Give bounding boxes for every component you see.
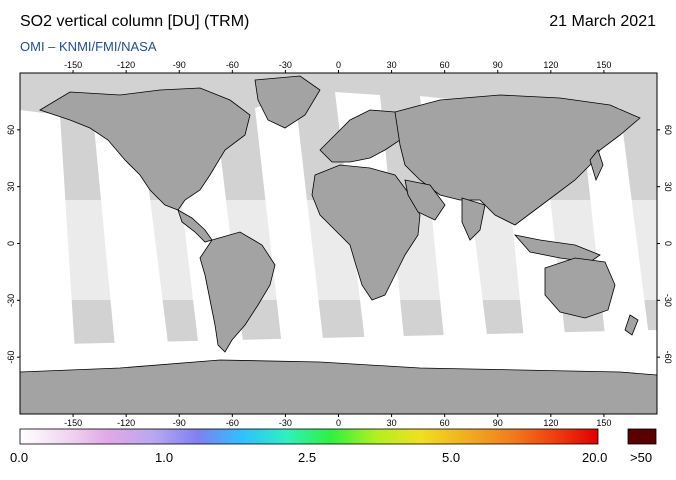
lon-label-top-5: 0 (336, 60, 341, 70)
lon-label-bottom-2: -90 (173, 418, 186, 428)
lat-label-left-3: -30 (6, 294, 16, 307)
lon-axis-top: -150 -120 -90 -60 -30 0 30 60 90 120 150 (64, 60, 611, 73)
southeast-asia-islands (513, 234, 601, 263)
lon-label-top-9: 120 (543, 60, 558, 70)
data-credit: OMI – KNMI/FMI/NASA (20, 39, 157, 54)
australia (544, 257, 616, 319)
lon-label-bottom-0: -150 (64, 418, 82, 428)
lon-label-bottom-10: 150 (596, 418, 611, 428)
lat-label-right-4: -60 (663, 351, 673, 364)
north-america (39, 87, 251, 211)
lat-label-right-1: 30 (663, 182, 673, 192)
lat-label-right-2: 0 (663, 241, 673, 246)
lon-label-bottom-8: 90 (493, 418, 503, 428)
south-america (199, 231, 276, 353)
colorbar-label-3: 5.0 (442, 450, 461, 465)
lon-label-bottom-6: 30 (387, 418, 397, 428)
colorbar-label-0: 0.0 (10, 450, 29, 465)
lat-axis-left: 60 30 0 -30 -60 (6, 125, 20, 364)
colorbar (19, 428, 657, 445)
colorbar-label-1: 1.0 (155, 450, 174, 465)
lon-label-top-3: -60 (226, 60, 239, 70)
world-map: -150 -120 -90 -60 -30 0 30 60 90 120 150 -150 -120-… (6, 60, 673, 428)
lat-label-right-3: -30 (663, 294, 673, 307)
colorbar-label-4: 20.0 (582, 450, 608, 465)
lon-label-top-8: 90 (493, 60, 503, 70)
lat-label-left-1: 30 (6, 182, 16, 192)
antarctica (20, 359, 657, 414)
lon-label-bottom-4: -30 (279, 418, 292, 428)
japan (589, 149, 604, 182)
lon-label-bottom-5: 0 (336, 418, 341, 428)
lon-label-top-0: -150 (64, 60, 82, 70)
lat-label-left-0: 60 (6, 125, 16, 135)
lat-label-left-4: -60 (6, 351, 16, 364)
lon-label-bottom-1: -120 (117, 418, 135, 428)
arabia (404, 179, 446, 221)
lon-axis-bottom: -150 -120 -90 -60 -30 0 30 60 90 120 150 (64, 414, 611, 428)
map-date: 21 March 2021 (549, 13, 656, 30)
lon-label-top-10: 150 (596, 60, 611, 70)
lat-label-right-0: 60 (663, 125, 673, 135)
lon-label-top-6: 30 (387, 60, 397, 70)
lon-label-bottom-3: -60 (226, 418, 239, 428)
colorbar-label-2: 2.5 (298, 450, 317, 465)
lon-label-top-2: -90 (173, 60, 186, 70)
lon-label-top-4: -30 (279, 60, 292, 70)
colorbar-over-swatch (627, 428, 657, 445)
central-america (177, 209, 213, 243)
lat-label-left-2: 0 (6, 241, 16, 246)
greenland (254, 75, 321, 129)
lon-label-bottom-7: 60 (440, 418, 450, 428)
india (461, 197, 486, 241)
lon-label-bottom-9: 120 (543, 418, 558, 428)
lat-axis-right: 60 30 0 -30 -60 (657, 125, 673, 364)
africa (311, 164, 421, 301)
lon-label-top-1: -120 (117, 60, 135, 70)
lon-label-top-7: 60 (440, 60, 450, 70)
land-layer (20, 75, 657, 414)
colorbar-label-5: >50 (630, 450, 653, 465)
colorbar-gradient (19, 428, 599, 445)
new-zealand (624, 314, 639, 336)
map-title: SO2 vertical column [DU] (TRM) (20, 13, 250, 30)
